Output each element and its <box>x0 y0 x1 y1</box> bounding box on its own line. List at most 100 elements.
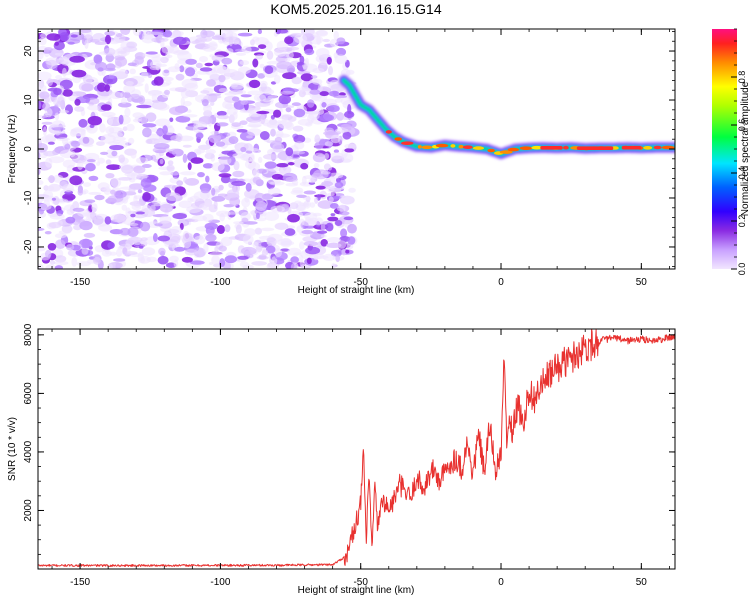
heatmap-signal-ridge <box>337 74 675 160</box>
heatmap-noise-cell <box>276 163 289 168</box>
heatmap-noise-cell <box>209 135 222 144</box>
heatmap-noise-cell <box>218 88 228 93</box>
heatmap-noise-cell <box>173 36 187 46</box>
heatmap-noise-cell <box>257 29 262 35</box>
colorbar-tick-label: 0.0 <box>737 263 747 276</box>
heatmap-signal-peak <box>401 141 414 145</box>
heatmap-noise-cell <box>136 157 149 164</box>
heatmap-noise-cell <box>321 102 327 108</box>
heatmap-noise-cell <box>185 67 196 77</box>
heatmap-noise-cell <box>96 161 101 166</box>
heatmap-noise-cell <box>237 255 249 260</box>
heatmap-noise-cell <box>340 228 348 238</box>
heatmap-noise-cell <box>224 224 231 233</box>
heatmap-noise-cell <box>255 54 263 60</box>
heatmap-noise-cell <box>245 182 252 192</box>
heatmap-noise-cell <box>45 57 60 66</box>
heatmap-noise-cell <box>315 48 330 58</box>
heatmap-noise-cell <box>262 98 274 103</box>
heatmap-noise-cell <box>247 90 263 96</box>
heatmap-noise-cell <box>274 48 287 57</box>
heatmap-noise-cell <box>203 105 212 113</box>
heatmap-noise-cell <box>316 30 329 37</box>
heatmap-noise-cell <box>140 221 151 232</box>
heatmap-noise-cell <box>211 187 216 196</box>
heatmap-noise-cell <box>303 190 316 195</box>
heatmap-noise-cell <box>293 134 306 144</box>
heatmap-noise-cell <box>250 39 255 46</box>
heatmap-noise-cell <box>140 237 148 242</box>
heatmap-noise-cell <box>95 213 108 219</box>
heatmap-noise-cell <box>294 141 305 150</box>
colorbar: 0.0 0.2 0.4 0.6 0.8 Normalized spectral ampl… <box>712 28 750 276</box>
heatmap-noise-cell <box>114 190 127 199</box>
heatmap-noise-cell <box>275 130 284 138</box>
heatmap-noise-cell <box>204 152 215 160</box>
heatmap-noise-cell <box>175 73 185 81</box>
heatmap-noise-cell <box>221 57 233 65</box>
heatmap-noise-cell <box>94 194 105 201</box>
heatmap-noise-cell <box>186 109 192 113</box>
heatmap-noise-cell <box>49 260 56 265</box>
heatmap-noise-cell <box>142 123 157 128</box>
heatmap-noise-cell <box>141 72 149 78</box>
heatmap-noise-cell <box>54 112 60 121</box>
heatmap-y-tick-label: -10 <box>23 190 34 205</box>
heatmap-noise-cell <box>252 176 262 184</box>
heatmap-noise-cell <box>52 174 64 183</box>
heatmap-noise-cell <box>240 94 252 98</box>
heatmap-noise-cell <box>84 152 100 162</box>
heatmap-noise-cell <box>66 208 75 216</box>
figure-title: KOM5.2025.201.16.15.G14 <box>270 1 441 17</box>
heatmap-noise-cell <box>289 202 299 210</box>
heatmap-noise-cell <box>127 236 143 243</box>
heatmap-noise-cell <box>96 95 111 101</box>
heatmap-noise-cell <box>45 96 50 103</box>
heatmap-noise-cell <box>83 232 96 238</box>
heatmap-noise-cell <box>330 152 344 160</box>
heatmap-noise-cell <box>284 36 294 45</box>
heatmap-signal-peak <box>394 137 403 141</box>
heatmap-noise-cell <box>75 218 86 223</box>
heatmap-noise-cell <box>88 191 102 195</box>
heatmap-noise-cell <box>240 146 247 153</box>
heatmap-noise-cell <box>77 160 84 170</box>
heatmap-noise-cell <box>285 107 292 113</box>
heatmap-noise-cell <box>190 157 204 164</box>
heatmap-noise-cell <box>216 122 229 127</box>
heatmap-noise-cell <box>69 55 85 63</box>
heatmap-noise-cell <box>53 88 62 96</box>
heatmap-noise-cell <box>81 246 89 255</box>
heatmap-noise-cell <box>88 175 99 181</box>
heatmap-noise-cell <box>51 49 58 59</box>
heatmap-noise-cell <box>314 141 324 150</box>
heatmap-noise-cell <box>55 75 62 80</box>
heatmap-noise-cell <box>168 148 182 155</box>
heatmap-noise-cell <box>193 235 206 245</box>
heatmap-noise-cell <box>66 244 75 251</box>
heatmap-noise-cell <box>311 75 318 79</box>
snr-x-tick-label: 50 <box>636 577 648 588</box>
heatmap-noise-cell <box>327 192 335 197</box>
heatmap-noise-cell <box>199 67 213 72</box>
heatmap-noise-cell <box>124 107 131 117</box>
heatmap-noise-cell <box>45 249 52 258</box>
heatmap-noise-cell <box>334 220 343 226</box>
heatmap-noise-cell <box>38 227 45 231</box>
heatmap-noise-cell <box>202 46 216 52</box>
heatmap-noise-cell <box>153 76 164 86</box>
heatmap-noise-cell <box>243 221 258 225</box>
heatmap-noise-cell <box>305 246 321 255</box>
heatmap-noise-cell <box>274 136 283 143</box>
heatmap-noise-cell <box>108 118 113 126</box>
heatmap-noise-cell <box>229 196 241 207</box>
heatmap-noise-cell <box>294 33 307 44</box>
colorbar-gradient <box>712 29 737 269</box>
heatmap-signal-peak <box>435 143 449 148</box>
heatmap-noise-cell <box>204 222 218 230</box>
heatmap-x-tick-label: -150 <box>70 277 90 288</box>
heatmap-noise-cell <box>151 200 162 205</box>
heatmap-noise-cell <box>191 215 208 222</box>
heatmap-y-tick-label: 0 <box>23 146 34 152</box>
heatmap-noise-cell <box>287 162 295 166</box>
